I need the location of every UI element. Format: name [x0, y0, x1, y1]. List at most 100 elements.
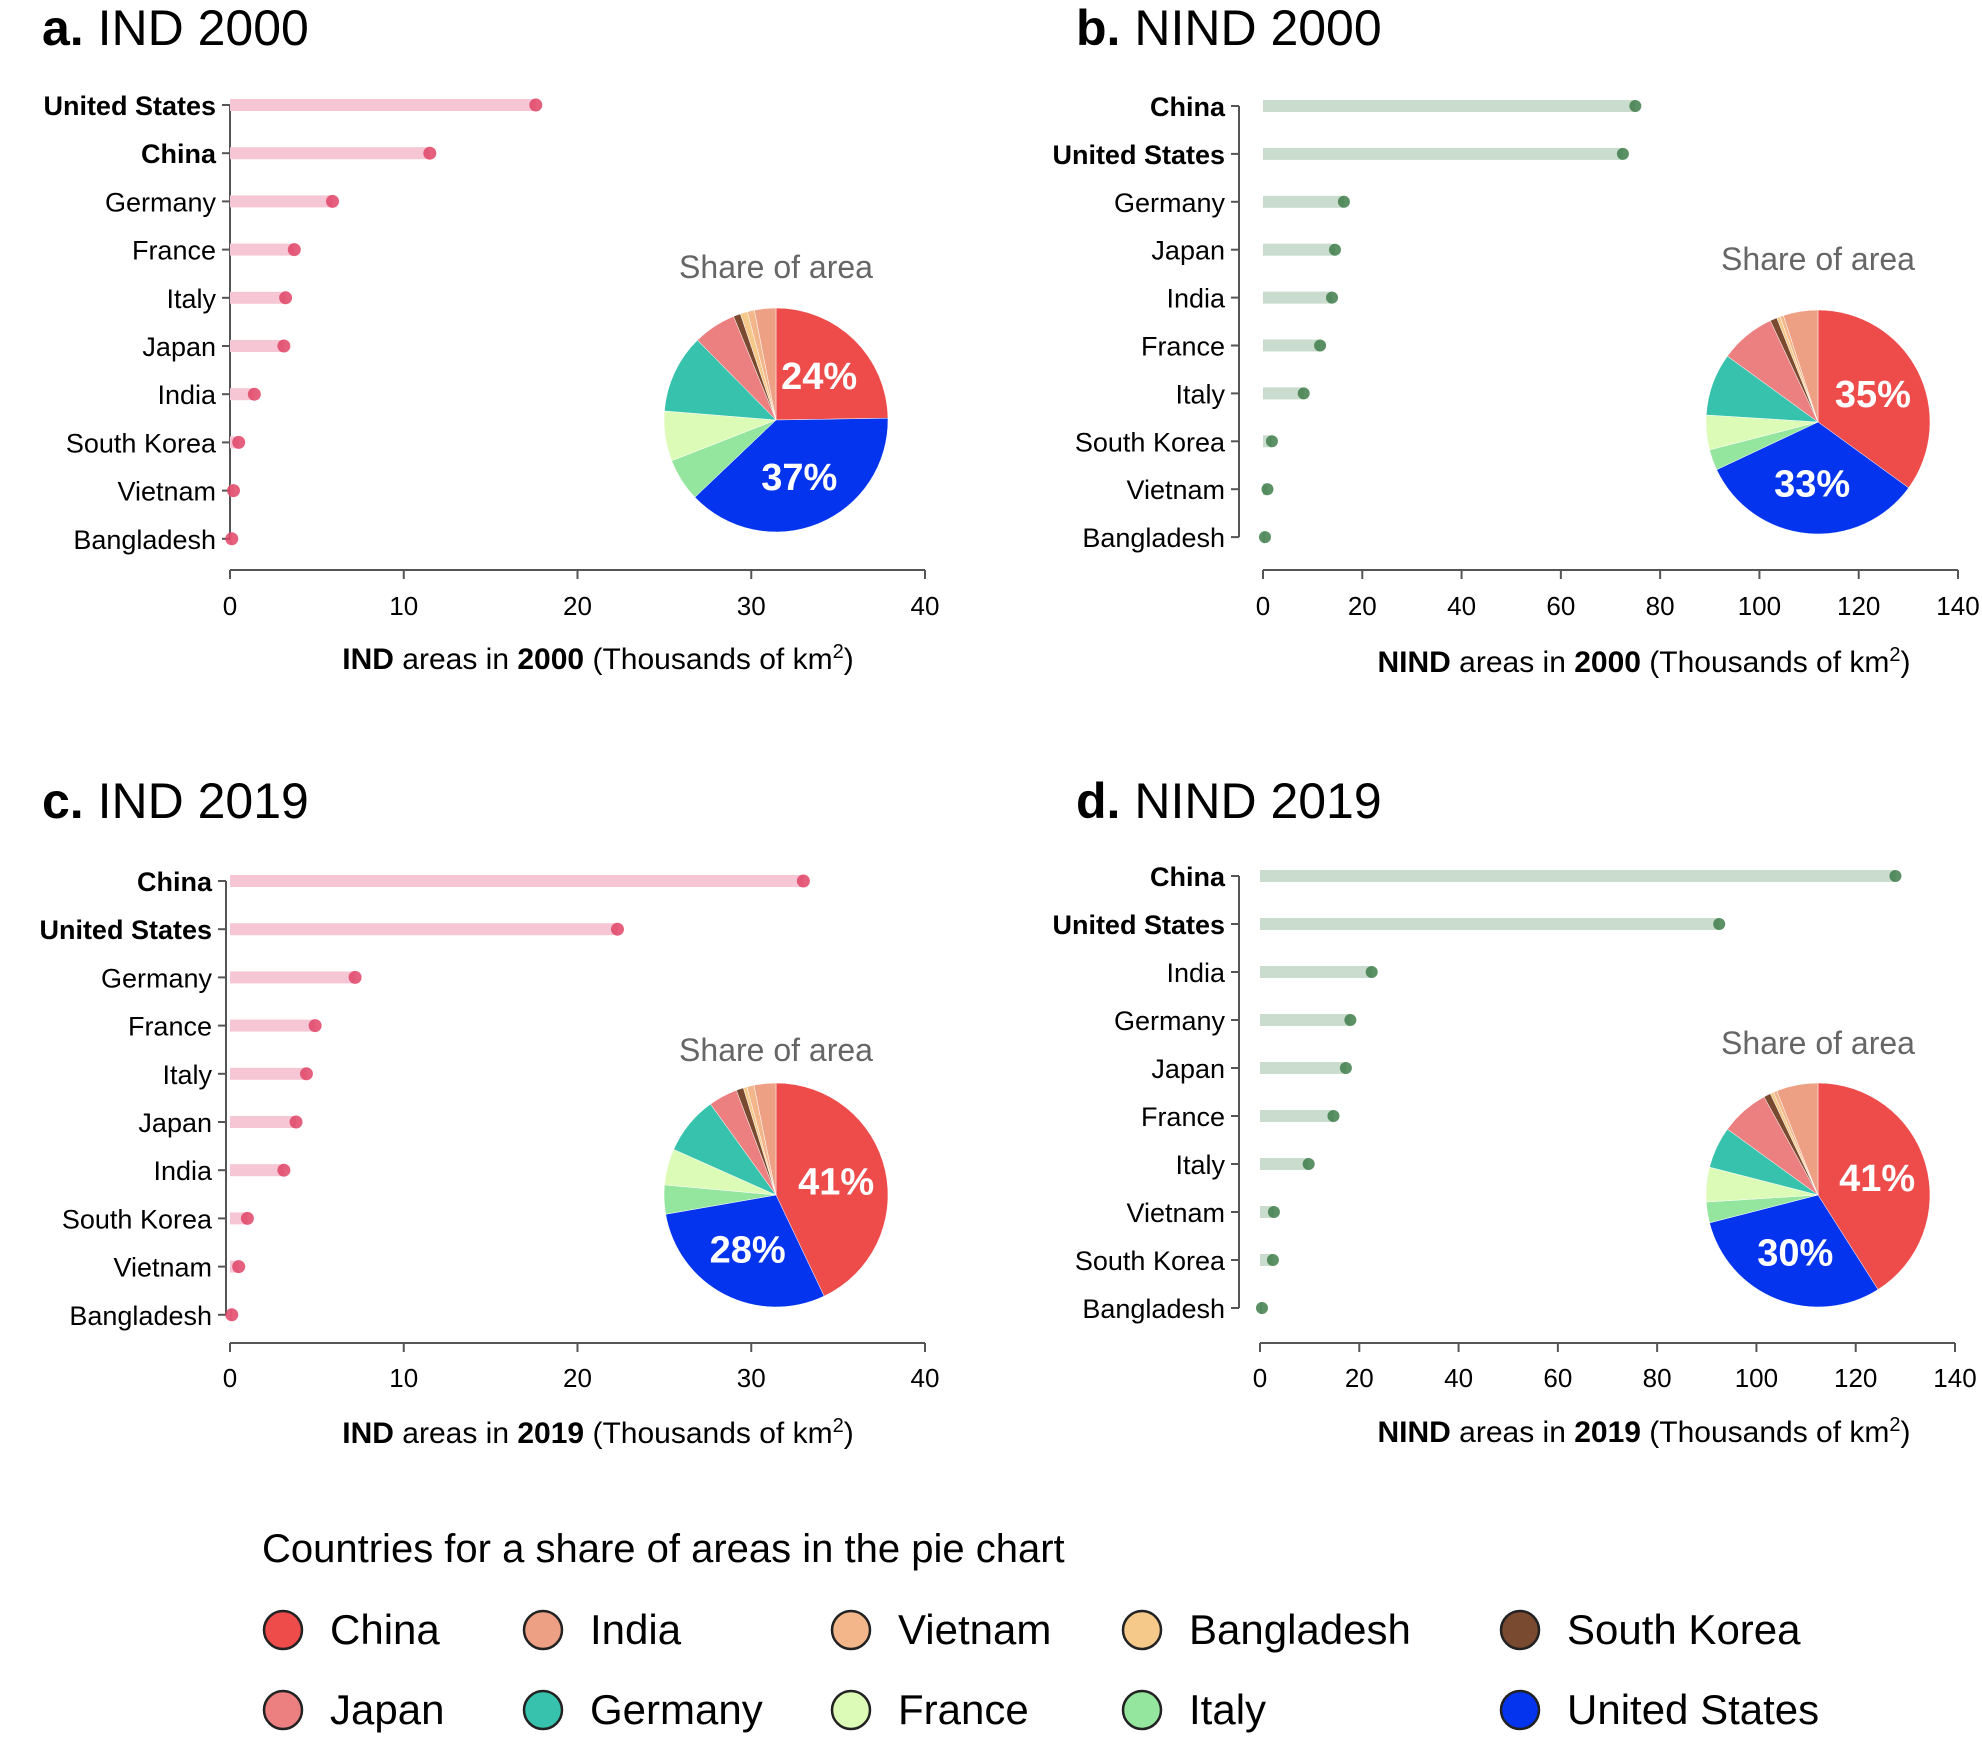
- category-label: Japan: [138, 1108, 212, 1138]
- legend-swatch: [830, 1609, 872, 1651]
- x-tick-label: 140: [1933, 1363, 1976, 1393]
- x-tick-label: 40: [1447, 591, 1476, 621]
- bar: [1260, 918, 1720, 930]
- x-tick-label: 20: [563, 1363, 592, 1393]
- legend-item-bangladesh: Bangladesh: [1121, 1606, 1411, 1653]
- data-point: [277, 1163, 291, 1177]
- x-tick-label: 20: [563, 591, 592, 621]
- x-tick-label: 120: [1834, 1363, 1877, 1393]
- data-point: [240, 1211, 254, 1225]
- pie-title: Share of area: [1721, 241, 1915, 277]
- data-point: [289, 1115, 303, 1129]
- bar: [1263, 339, 1321, 352]
- data-point: [1255, 1302, 1268, 1314]
- category-label: United States: [39, 915, 212, 945]
- legend-item-france: France: [830, 1686, 1029, 1733]
- bar: [1260, 1014, 1351, 1026]
- data-point: [326, 194, 340, 208]
- data-point: [279, 291, 293, 305]
- category-label: India: [153, 1156, 213, 1186]
- category-label: South Korea: [62, 1204, 213, 1234]
- category-label: France: [128, 1012, 212, 1042]
- bar: [1260, 1062, 1346, 1074]
- category-label: China: [137, 867, 213, 897]
- legend-title: Countries for a share of areas in the pi…: [262, 1527, 1065, 1571]
- category-label: Italy: [162, 1060, 212, 1090]
- bar: [230, 340, 284, 352]
- data-point: [225, 1308, 239, 1322]
- pie-chart: 41%30%: [1705, 1082, 1931, 1308]
- legend-swatch: [1121, 1689, 1163, 1731]
- category-label: France: [1141, 1102, 1225, 1132]
- category-label: South Korea: [66, 428, 217, 458]
- x-axis-label: NIND areas in 2019 (Thousands of km2): [1377, 1414, 1910, 1449]
- pie-slice-india: [753, 1082, 777, 1196]
- bar: [1263, 100, 1636, 112]
- pie-slice-china: [1817, 1082, 1931, 1290]
- pie-label: 35%: [1835, 374, 1911, 416]
- data-point: [423, 146, 437, 160]
- bar: [230, 1067, 307, 1080]
- bar: [230, 99, 536, 111]
- legend-label: Bangladesh: [1189, 1606, 1411, 1653]
- data-point: [1314, 339, 1327, 352]
- pie-slice-china: [775, 307, 889, 421]
- data-point: [1337, 195, 1350, 208]
- pie-label: 37%: [761, 457, 837, 499]
- bar: [1263, 291, 1333, 304]
- data-point: [1365, 966, 1378, 978]
- x-tick-label: 0: [223, 1363, 237, 1393]
- data-point: [287, 243, 301, 257]
- data-point: [1328, 243, 1341, 256]
- pie-slice-china: [1817, 309, 1931, 489]
- x-axis-label: IND areas in 2000 (Thousands of km2): [342, 641, 853, 676]
- x-tick-label: 40: [911, 1363, 940, 1393]
- pie-title: Share of area: [1721, 1025, 1915, 1061]
- legend-swatch: [1121, 1609, 1163, 1651]
- legend-item-germany: Germany: [522, 1686, 763, 1733]
- legend-label: Japan: [330, 1686, 444, 1733]
- x-tick-label: 100: [1735, 1363, 1778, 1393]
- data-point: [796, 874, 810, 888]
- data-point: [308, 1019, 322, 1033]
- x-tick-label: 40: [911, 591, 940, 621]
- category-label: China: [1150, 92, 1226, 122]
- pie-label: 30%: [1757, 1232, 1833, 1274]
- category-label: South Korea: [1075, 427, 1226, 457]
- category-label: Vietnam: [113, 1253, 212, 1283]
- pie-label: 24%: [781, 356, 857, 398]
- pie-slice-united-states: [1709, 1194, 1879, 1308]
- bar: [230, 195, 333, 208]
- legend-label: Italy: [1189, 1686, 1266, 1733]
- x-tick-label: 0: [223, 591, 237, 621]
- bar: [230, 291, 286, 304]
- category-label: Bangladesh: [1082, 523, 1225, 553]
- bar: [230, 1019, 316, 1032]
- legend-label: Germany: [590, 1686, 763, 1733]
- panel-title: a. IND 2000: [42, 0, 309, 56]
- x-tick-label: 120: [1837, 591, 1880, 621]
- panels: a. IND 2000 United States China Germany Fran…: [39, 0, 1979, 1450]
- legend-label: France: [898, 1686, 1029, 1733]
- bar: [230, 388, 255, 401]
- legend: Countries for a share of areas in the pi…: [262, 1527, 1819, 1733]
- legend-item-japan: Japan: [262, 1686, 444, 1733]
- legend-item-united-states: United States: [1499, 1686, 1819, 1733]
- legend-swatch: [522, 1609, 564, 1651]
- x-axis-label: IND areas in 2019 (Thousands of km2): [342, 1415, 853, 1450]
- data-point: [1629, 100, 1642, 112]
- pie-chart: 35% 33%: [1705, 309, 1931, 535]
- data-point: [1265, 435, 1278, 448]
- legend-label: South Korea: [1567, 1606, 1801, 1653]
- x-tick-label: 0: [1256, 591, 1270, 621]
- data-point: [529, 98, 543, 112]
- bar: [1263, 243, 1335, 256]
- x-tick-label: 80: [1646, 591, 1675, 621]
- bar: [230, 147, 430, 160]
- data-point: [610, 922, 624, 936]
- legend-item-vietnam: Vietnam: [830, 1606, 1051, 1653]
- pie-label: 41%: [798, 1161, 874, 1203]
- data-point: [1339, 1062, 1352, 1074]
- category-label: India: [1166, 958, 1226, 988]
- data-point: [225, 532, 239, 546]
